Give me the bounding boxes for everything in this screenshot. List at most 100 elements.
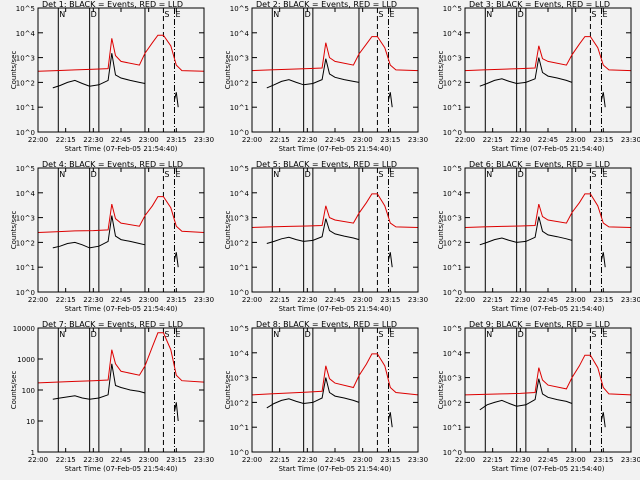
y-axis-label: Counts/sec	[224, 211, 232, 250]
event-marker-label: N	[273, 330, 279, 339]
event-marker-label: E	[389, 10, 394, 19]
x-tick-label: 23:15	[380, 456, 400, 464]
y-tick-label: 10^1	[230, 424, 249, 432]
event-marker-label: D	[305, 330, 311, 339]
event-marker-label: S	[164, 170, 169, 179]
event-marker-label: D	[518, 330, 524, 339]
panel-title: Det 6: BLACK = Events, RED = LLD	[469, 160, 610, 169]
y-tick-label: 10^3	[16, 55, 35, 63]
panel-title: Det 1: BLACK = Events, RED = LLD	[42, 0, 183, 9]
events-series-line	[388, 252, 393, 268]
x-tick-label: 22:30	[510, 296, 530, 304]
event-marker-label: S	[378, 330, 383, 339]
event-marker-label: S	[378, 170, 383, 179]
y-tick-label: 10^0	[443, 449, 462, 457]
panel-title: Det 4: BLACK = Events, RED = LLD	[42, 160, 183, 169]
lld-series-line	[464, 193, 632, 228]
x-tick-label: 23:00	[353, 296, 373, 304]
x-tick-label: 23:00	[566, 456, 586, 464]
x-tick-label: 22:45	[538, 296, 558, 304]
y-axis-label: Counts/sec	[437, 371, 445, 410]
x-tick-label: 22:15	[270, 456, 290, 464]
x-tick-label: 22:15	[56, 136, 76, 144]
x-tick-label: 22:30	[297, 296, 317, 304]
x-tick-label: 23:00	[353, 456, 373, 464]
y-tick-label: 10^4	[230, 350, 250, 358]
event-marker-label: S	[164, 10, 169, 19]
x-tick-label: 22:00	[455, 456, 475, 464]
x-tick-label: 23:15	[380, 296, 400, 304]
x-tick-label: 22:00	[28, 296, 48, 304]
event-marker-label: D	[91, 10, 97, 19]
x-tick-label: 23:15	[593, 136, 613, 144]
x-tick-label: 22:45	[325, 136, 345, 144]
y-tick-label: 10^0	[16, 129, 35, 137]
x-tick-label: 22:30	[83, 136, 103, 144]
x-axis-label: Start Time (07-Feb-05 21:54:40)	[278, 305, 391, 313]
x-tick-label: 22:15	[270, 296, 290, 304]
events-series-line	[601, 92, 606, 108]
panel-title: Det 7: BLACK = Events, RED = LLD	[42, 320, 183, 329]
x-tick-label: 22:00	[28, 456, 48, 464]
event-marker-label: E	[602, 10, 607, 19]
x-tick-label: 23:30	[194, 296, 214, 304]
y-tick-label: 10^3	[443, 215, 462, 223]
panel-title: Det 5: BLACK = Events, RED = LLD	[256, 160, 397, 169]
x-tick-label: 22:30	[510, 136, 530, 144]
x-axis-label: Start Time (07-Feb-05 21:54:40)	[491, 465, 604, 473]
events-series-line	[479, 57, 573, 87]
lld-series-line	[464, 36, 632, 72]
y-axis-label: Counts/sec	[224, 371, 232, 410]
panel-title: Det 8: BLACK = Events, RED = LLD	[256, 320, 397, 329]
event-marker-label: N	[486, 170, 492, 179]
y-tick-label: 100	[22, 387, 35, 395]
events-series-line	[388, 412, 393, 428]
x-axis-label: Start Time (07-Feb-05 21:54:40)	[64, 465, 177, 473]
y-tick-label: 10^1	[230, 104, 249, 112]
y-tick-label: 10^4	[230, 30, 250, 38]
event-marker-label: S	[591, 170, 596, 179]
x-tick-label: 23:15	[593, 296, 613, 304]
y-tick-label: 10^4	[443, 350, 463, 358]
x-tick-label: 22:30	[297, 136, 317, 144]
y-tick-label: 10^2	[16, 239, 35, 247]
x-tick-label: 22:15	[483, 296, 503, 304]
x-tick-label: 23:30	[194, 136, 214, 144]
event-marker-label: E	[175, 170, 180, 179]
y-tick-label: 10^1	[443, 104, 462, 112]
event-marker-label: D	[518, 170, 524, 179]
event-marker-label: N	[273, 10, 279, 19]
y-tick-label: 10^5	[16, 5, 35, 13]
events-series-line	[52, 215, 146, 249]
y-tick-label: 10^0	[230, 289, 249, 297]
x-tick-label: 23:30	[621, 296, 640, 304]
panel-title: Det 2: BLACK = Events, RED = LLD	[256, 0, 397, 9]
y-tick-label: 10^3	[443, 375, 462, 383]
event-marker-label: S	[164, 330, 169, 339]
x-tick-label: 23:30	[408, 456, 428, 464]
x-tick-label: 23:30	[194, 456, 214, 464]
x-tick-label: 23:00	[139, 296, 159, 304]
event-marker-label: N	[59, 330, 65, 339]
y-tick-label: 10^1	[16, 264, 35, 272]
events-series-line	[266, 377, 360, 409]
y-tick-label: 10^2	[230, 79, 249, 87]
event-marker-label: D	[91, 330, 97, 339]
y-tick-label: 10^3	[230, 215, 249, 223]
event-marker-label: D	[91, 170, 97, 179]
y-tick-label: 10^5	[443, 5, 462, 13]
x-tick-label: 22:45	[111, 456, 131, 464]
y-tick-label: 10^0	[443, 129, 462, 137]
x-tick-label: 22:30	[297, 456, 317, 464]
lld-series-line	[251, 353, 419, 396]
y-tick-label: 10^2	[443, 79, 462, 87]
y-axis-label: Counts/sec	[10, 371, 18, 410]
events-series-line	[388, 92, 393, 108]
x-tick-label: 22:00	[455, 136, 475, 144]
